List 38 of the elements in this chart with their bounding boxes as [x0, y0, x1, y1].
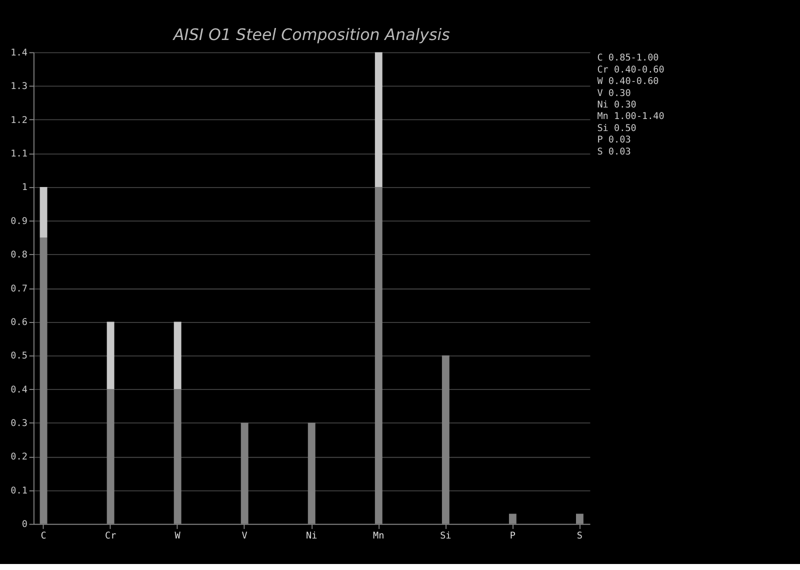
x-tick-label: Mn [373, 530, 384, 542]
bar [174, 322, 182, 390]
y-tick-label: 1.4 [10, 47, 28, 58]
x-tick-label: Si [440, 530, 452, 542]
text: P 0.03 [597, 134, 631, 146]
bar [106, 322, 114, 390]
bar [40, 186, 48, 238]
x-tick-label: P [510, 530, 516, 542]
text: S 0.03 [597, 146, 631, 158]
y-tick-label: 1 [22, 182, 28, 194]
text: V 0.30 [597, 88, 631, 99]
y-tick-label: 0.3 [10, 418, 28, 430]
y-tick-label: 1.2 [10, 114, 28, 126]
y-tick-label: 0.5 [10, 350, 28, 362]
x-tick-label: S [576, 530, 583, 542]
y-tick-label: 0.8 [10, 250, 28, 261]
y-tick-label: 0.1 [10, 485, 28, 496]
x-tick-label: Ni [306, 530, 318, 542]
text: Ni 0.30 [597, 99, 636, 110]
chart-title: AISI O1 Steel Composition Analysis [172, 25, 450, 44]
y-tick-label: 0 [22, 519, 28, 530]
text: Cr 0.40-0.60 [597, 64, 664, 76]
y-tick-label: 1.1 [10, 148, 28, 160]
x-tick-label: Cr [104, 530, 117, 542]
x-tick-label: C [40, 530, 46, 542]
y-tick-label: 0.7 [10, 283, 28, 294]
x-tick-label: W [174, 530, 181, 542]
text: C 0.85-1.00 [597, 52, 659, 64]
x-tick-label: V [242, 530, 248, 542]
bar [374, 52, 382, 187]
y-tick-label: 1.3 [10, 81, 28, 92]
text: Si 0.50 [597, 122, 636, 134]
text: W 0.40-0.60 [597, 76, 659, 88]
y-tick-label: 0.6 [10, 316, 28, 328]
y-tick-label: 0.2 [10, 452, 28, 463]
y-tick-label: 0.4 [10, 384, 28, 396]
text: Mn 1.00-1.40 [597, 111, 664, 122]
y-tick-label: 0.9 [10, 216, 28, 227]
